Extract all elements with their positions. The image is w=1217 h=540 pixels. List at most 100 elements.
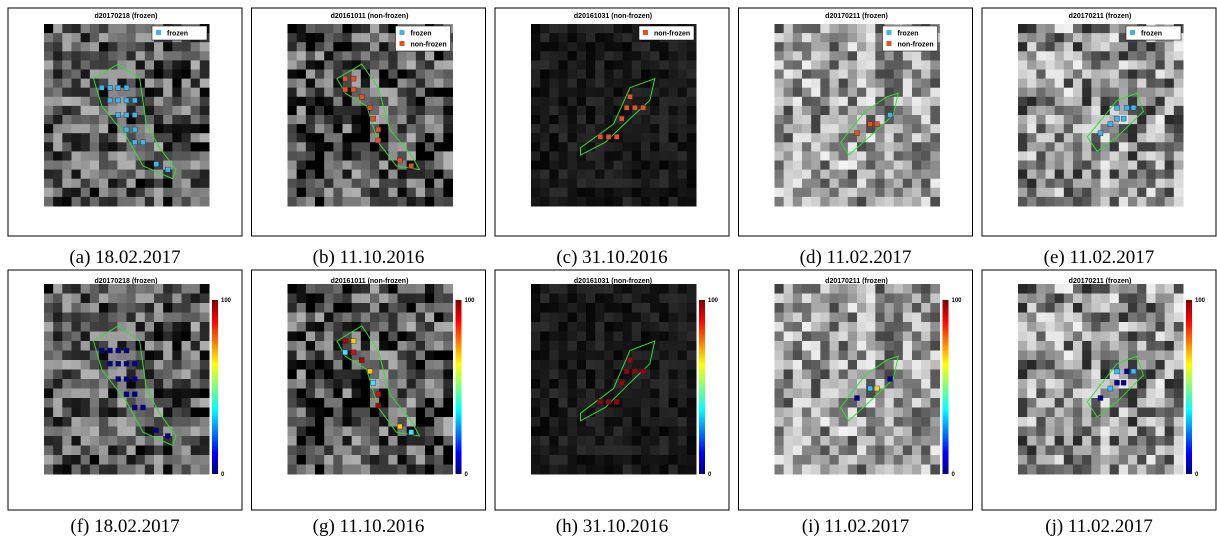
pixel	[659, 115, 669, 125]
panel-caption: (e) 11.02.2017	[1044, 247, 1155, 268]
pixel	[549, 51, 559, 61]
pixel	[425, 303, 435, 313]
pixel	[163, 60, 173, 70]
pixel	[72, 33, 82, 43]
pixel	[1064, 51, 1074, 61]
pixel	[182, 60, 192, 70]
pixel	[163, 51, 173, 61]
pixel	[297, 115, 307, 125]
pixel	[885, 151, 895, 161]
pixel	[1073, 322, 1083, 332]
pixel	[1064, 106, 1074, 116]
pixel	[669, 42, 679, 52]
pixel	[1018, 24, 1028, 34]
pixel	[623, 124, 633, 134]
pixel	[632, 313, 642, 323]
pixel	[623, 79, 633, 89]
pixel	[81, 417, 91, 427]
pixel	[820, 106, 830, 116]
pixel	[288, 133, 298, 143]
pixel	[678, 79, 688, 89]
pixel	[820, 33, 830, 43]
pixel	[659, 179, 669, 189]
pixel	[62, 446, 72, 456]
pixel	[1165, 70, 1175, 80]
pixel	[443, 455, 453, 465]
pixel	[62, 197, 72, 207]
pixel	[370, 179, 380, 189]
pixel	[1174, 465, 1184, 475]
pixel	[333, 124, 343, 134]
sample-point	[343, 76, 348, 81]
pixel	[802, 465, 812, 475]
pixel	[416, 284, 426, 294]
pixel	[443, 188, 453, 198]
pixel	[586, 303, 596, 313]
pixel	[1036, 417, 1046, 427]
pixel	[1101, 294, 1111, 304]
pixel	[793, 427, 803, 437]
pixel	[885, 79, 895, 89]
pixel	[163, 124, 173, 134]
pixel	[99, 322, 109, 332]
pixel	[875, 341, 885, 351]
pixel	[930, 465, 940, 475]
pixel	[784, 142, 794, 152]
pixel	[1064, 284, 1074, 294]
pixel	[641, 408, 651, 418]
pixel	[1091, 370, 1101, 380]
pixel	[388, 417, 398, 427]
pixel	[191, 106, 201, 116]
pixel	[678, 417, 688, 427]
pixel	[361, 427, 371, 437]
pixel	[830, 179, 840, 189]
pixel	[1146, 427, 1156, 437]
pixel	[1082, 408, 1092, 418]
pixel	[811, 161, 821, 171]
pixel	[811, 370, 821, 380]
pixel	[775, 427, 785, 437]
pixel	[44, 294, 54, 304]
pixel	[200, 379, 210, 389]
pixel	[875, 455, 885, 465]
pixel	[434, 79, 444, 89]
pixel	[1064, 188, 1074, 198]
pixel	[830, 446, 840, 456]
pixel	[568, 79, 578, 89]
pixel	[443, 133, 453, 143]
pixel	[117, 170, 127, 180]
pixel	[614, 179, 624, 189]
pixel	[1064, 179, 1074, 189]
pixel	[108, 284, 118, 294]
pixel	[379, 70, 389, 80]
pixel	[678, 446, 688, 456]
pixel	[1018, 79, 1028, 89]
pixel	[1064, 79, 1074, 89]
pixel	[108, 133, 118, 143]
pixel	[577, 88, 587, 98]
pixel	[352, 115, 362, 125]
pixel	[306, 389, 316, 399]
pixel	[1174, 436, 1184, 446]
pixel	[1165, 115, 1175, 125]
pixel	[802, 151, 812, 161]
pixel	[1064, 427, 1074, 437]
pixel	[1156, 455, 1166, 465]
pixel	[650, 170, 660, 180]
pixel	[117, 455, 127, 465]
pixel	[885, 408, 895, 418]
pixel	[333, 60, 343, 70]
pixel	[136, 313, 146, 323]
pixel	[163, 446, 173, 456]
pixel	[315, 446, 325, 456]
pixel	[1165, 332, 1175, 342]
pixel	[650, 408, 660, 418]
pixel	[1174, 303, 1184, 313]
pixel	[1036, 351, 1046, 361]
pixel	[595, 197, 605, 207]
pixel	[687, 417, 697, 427]
pixel	[72, 42, 82, 52]
pixel	[848, 332, 858, 342]
sample-point	[154, 428, 159, 433]
pixel	[802, 161, 812, 171]
